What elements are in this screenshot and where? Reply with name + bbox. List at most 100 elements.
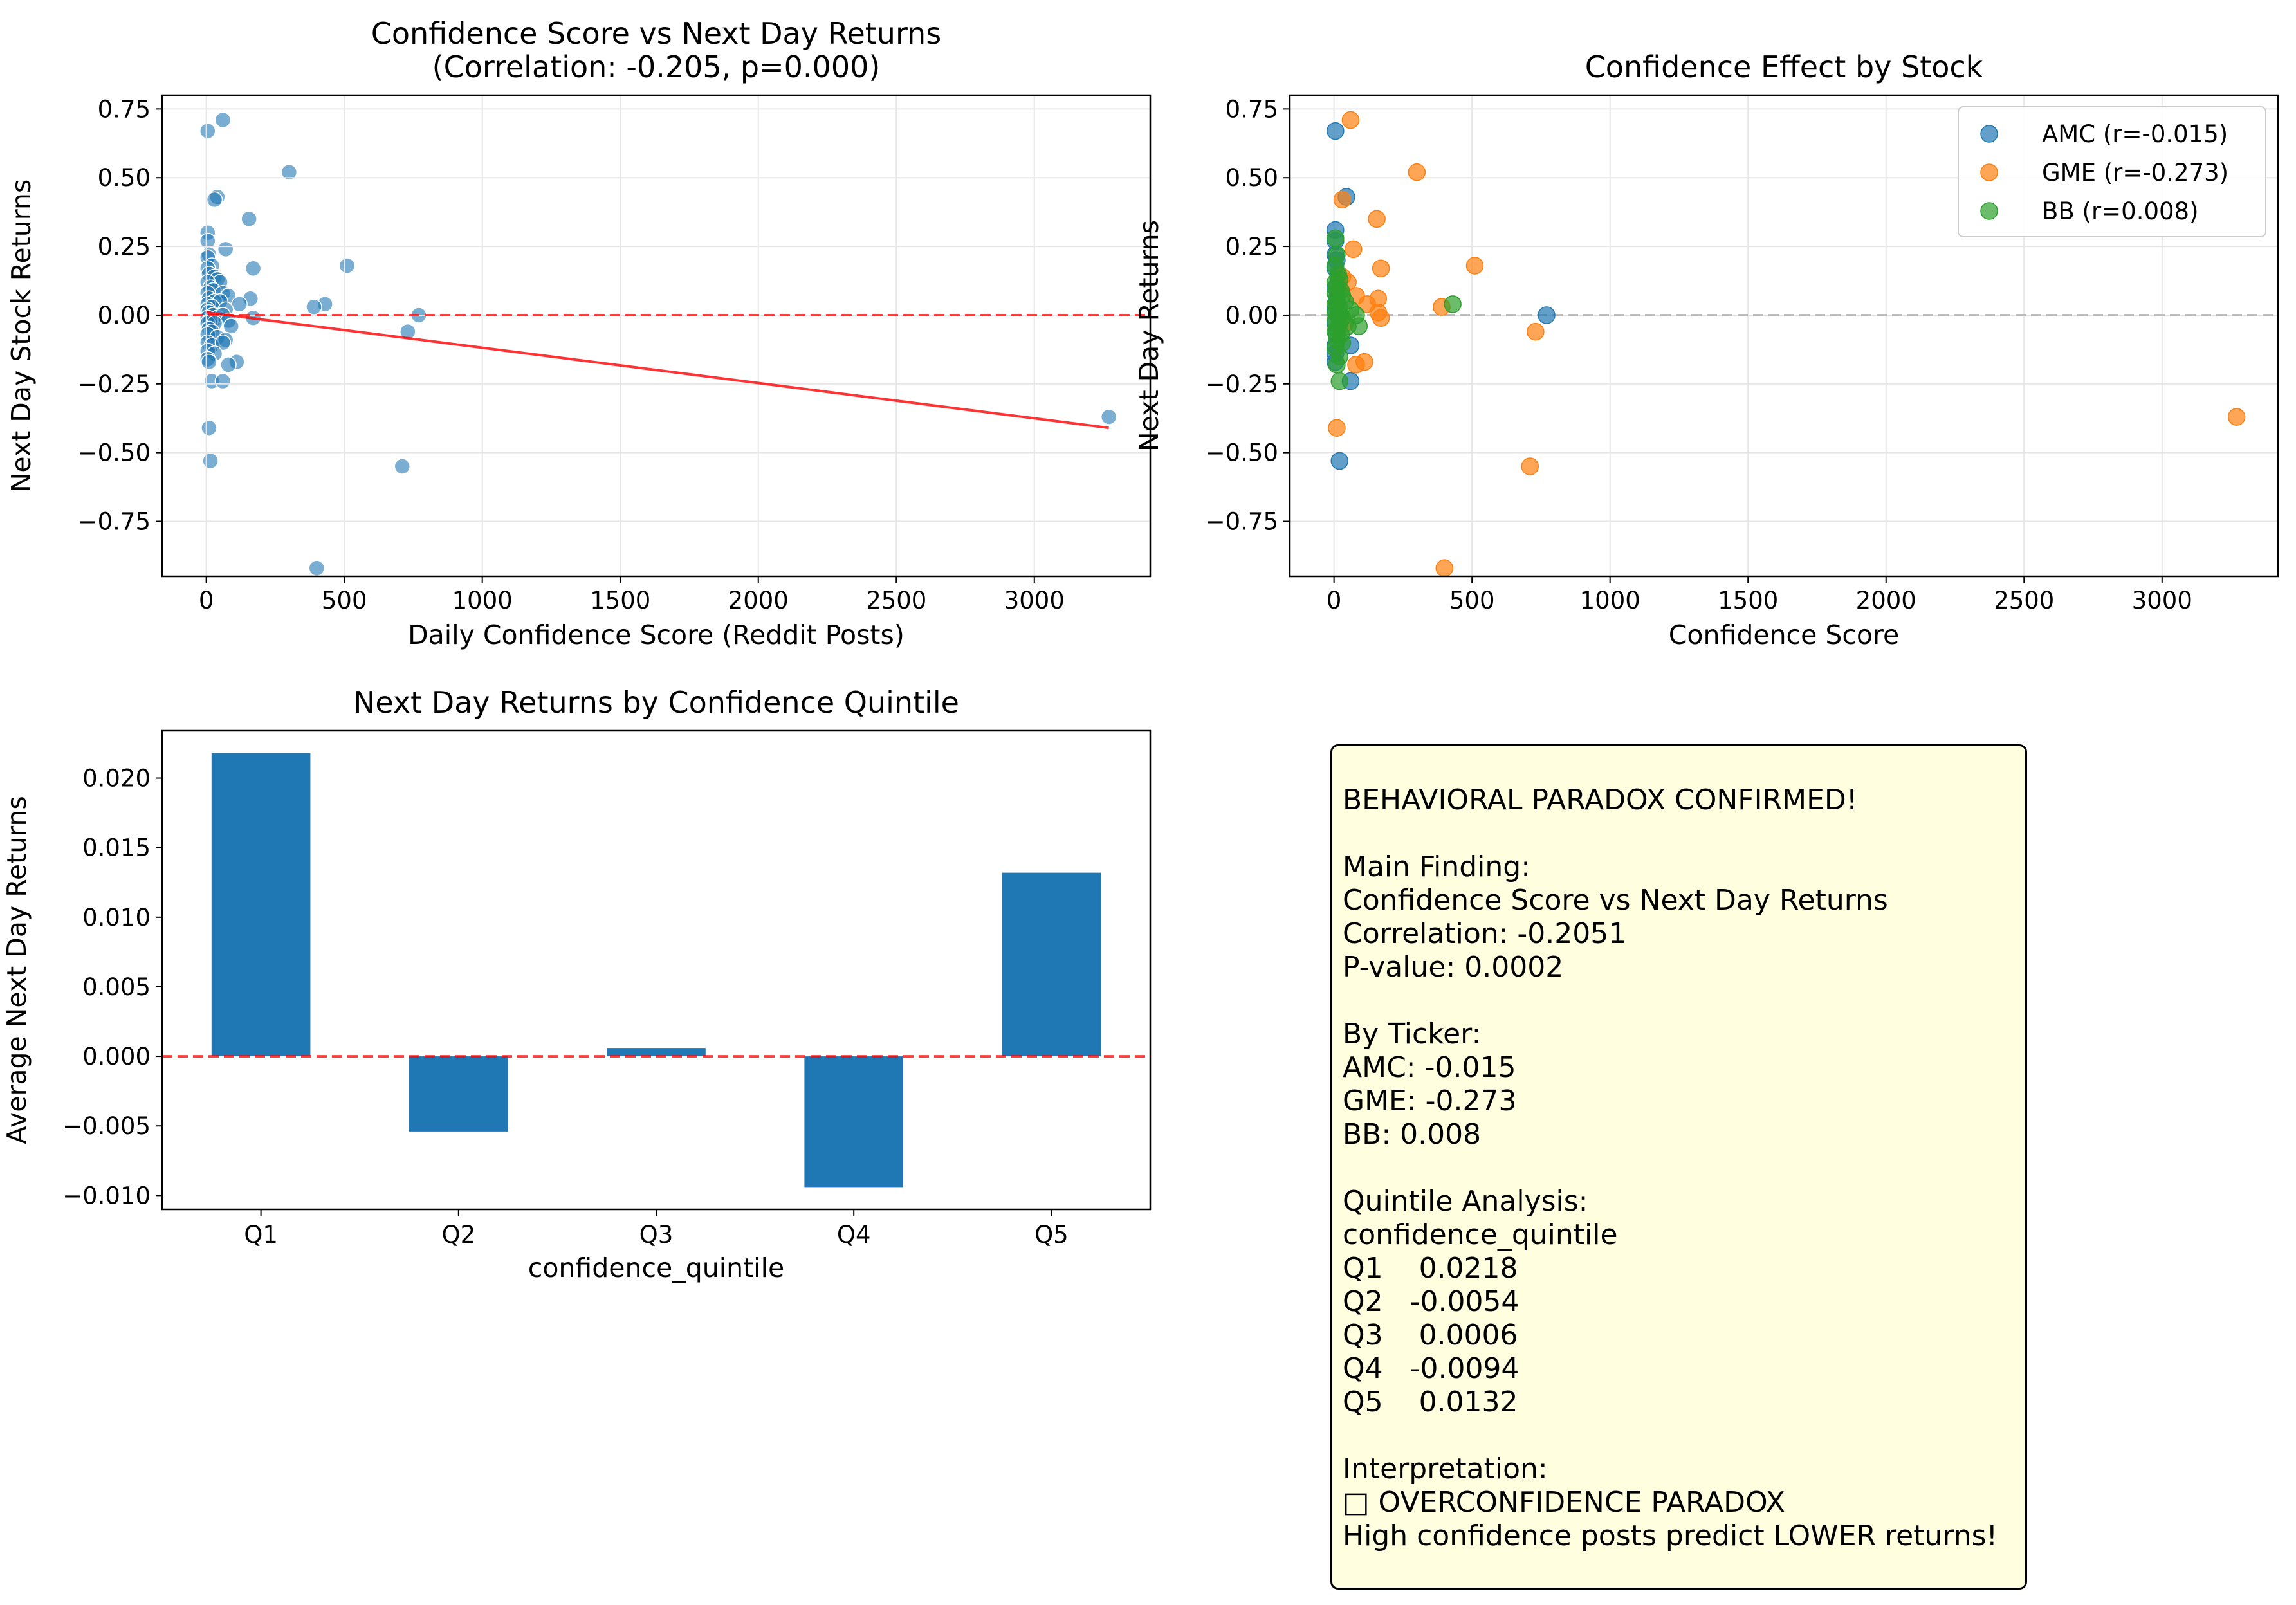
x-axis-label: Daily Confidence Score (Reddit Posts) (408, 619, 905, 650)
panel-title-line-0: Next Day Returns by Confidence Quintile (353, 685, 959, 720)
legend-box (1958, 106, 2266, 237)
summary-line-19 (1343, 1419, 2016, 1453)
y-tick-label-1: −0.50 (1206, 439, 1278, 467)
scatter-point-62 (220, 356, 237, 373)
scatter-point-3 (206, 191, 223, 208)
y-tick-label-4: 0.25 (98, 233, 151, 261)
y-tick-label-5: 0.50 (98, 164, 151, 192)
y-tick-label-6: 0.75 (98, 95, 151, 123)
summary-line-9: GME: -0.273 (1343, 1085, 1517, 1117)
y-tick-label-3: 0.00 (1226, 302, 1278, 329)
scatter-point-s1-14 (1372, 309, 1390, 327)
summary-line-3: Confidence Score vs Next Day Returns (1343, 884, 1888, 917)
scatter-point-29 (231, 296, 248, 313)
scatter-point-64 (214, 372, 232, 390)
summary-line-21: □ OVERCONFIDENCE PARADOX (1343, 1486, 1785, 1519)
legend-label-0: AMC (r=-0.015) (2042, 120, 2228, 148)
summary-line-18: Q5 0.0132 (1343, 1386, 1518, 1418)
x-tick-label-1: 500 (1449, 587, 1495, 614)
bar-q3 (607, 1048, 706, 1057)
x-tick-label-0: 0 (199, 587, 214, 614)
scatter-point-66 (201, 419, 217, 436)
scatter-point-4 (280, 163, 298, 181)
scatter-point-0 (199, 122, 216, 140)
panel-title-line-1: (Correlation: -0.205, p=0.000) (432, 50, 881, 84)
scatter-point-s1-6 (1465, 257, 1484, 275)
y-tick-label-2: −0.25 (78, 371, 151, 398)
scatter-point-5 (241, 210, 257, 228)
scatter-point-s1-5 (1372, 259, 1390, 278)
summary-line-4: Correlation: -0.2051 (1343, 917, 1627, 950)
series-2 (1327, 229, 1462, 390)
summary-line-11 (1343, 1151, 2016, 1185)
scatter-point-s1-4 (1344, 240, 1363, 259)
scatter-point-s0-20 (1538, 306, 1556, 324)
panel-title-line-0: Confidence Score vs Next Day Returns (371, 16, 941, 51)
y-tick-label-3: 0.005 (82, 973, 151, 1001)
y-tick-label-5: 0.015 (82, 834, 151, 862)
y-tick-label-0: −0.010 (62, 1182, 151, 1209)
x-tick-label-4: 2000 (728, 587, 789, 614)
summary-line-0: BEHAVIORAL PARADOX CONFIRMED! (1343, 784, 1858, 816)
summary-line-7: By Ticker: (1343, 1018, 1482, 1050)
summary-line-14: Q1 0.0218 (1343, 1252, 1518, 1285)
axes-frame (161, 94, 1152, 578)
scatter-point-s1-21 (1435, 559, 1454, 577)
summary-line-10: BB: 0.008 (1343, 1118, 1482, 1151)
x-tick-label-2: Q3 (639, 1221, 674, 1249)
x-tick-label-3: 1500 (590, 587, 650, 614)
y-tick-label-1: −0.005 (62, 1112, 151, 1140)
legend-marker-0 (1980, 125, 1998, 143)
y-tick-label-2: −0.25 (1206, 371, 1278, 398)
scatter-point-s2-0 (1327, 229, 1345, 248)
bar-q4 (804, 1056, 903, 1188)
bar-q1 (211, 753, 311, 1057)
scatter-point-s1-1 (1333, 190, 1352, 209)
legend-marker-2 (1980, 202, 1998, 220)
scatter-point-s2-25 (1350, 317, 1368, 335)
scatter-point-s1-19 (1328, 419, 1346, 437)
x-tick-label-6: 3000 (1004, 587, 1065, 614)
bars (211, 753, 1101, 1188)
summary-line-16: Q3 0.0006 (1343, 1319, 1518, 1352)
panel-title: Confidence Score vs Next Day Returns (Cor… (371, 16, 941, 84)
summary-line-12: Quintile Analysis: (1343, 1185, 1588, 1218)
x-tick-label-5: 2500 (1994, 587, 2054, 614)
y-tick-label-5: 0.50 (1226, 164, 1278, 192)
scatter-point-s1-2 (1408, 163, 1426, 181)
x-tick-label-1: Q2 (441, 1221, 475, 1249)
scatter-point-13 (244, 260, 262, 277)
x-tick-label-6: 3000 (2132, 587, 2192, 614)
panel-title-line-0: Confidence Effect by Stock (1585, 50, 1983, 84)
x-tick-label-2: 1000 (452, 587, 513, 614)
scatter-point-14 (338, 257, 356, 274)
summary-line-5: P-value: 0.0002 (1343, 951, 1564, 984)
scatter-point-s0-18 (1330, 452, 1348, 470)
y-tick-label-4: 0.25 (1226, 233, 1278, 261)
scatter-point-67 (202, 452, 219, 470)
summary-line-2: Main Finding: (1343, 850, 1531, 883)
x-tick-label-2: 1000 (1580, 587, 1640, 614)
y-tick-label-0: −0.75 (1206, 508, 1278, 536)
scatter-point-s0-0 (1327, 122, 1345, 140)
y-tick-label-4: 0.010 (82, 904, 151, 931)
axes-frame (1289, 94, 2279, 578)
axes-frame (161, 729, 1152, 1211)
summary-text-box: BEHAVIORAL PARADOX CONFIRMED! Main Findin… (1330, 744, 2027, 1590)
scatter-point-1 (214, 111, 232, 129)
scatter-point-s1-18 (2227, 408, 2246, 426)
summary-line-1 (1343, 817, 2016, 850)
scatter-point-34 (306, 298, 322, 315)
summary-line-15: Q2 -0.0054 (1343, 1285, 1520, 1318)
x-axis-label: confidence_quintile (528, 1252, 784, 1283)
legend-marker-1 (1980, 163, 1998, 181)
legend-label-1: GME (r=-0.273) (2042, 159, 2228, 187)
scatter-point-s2-31 (1330, 372, 1348, 390)
y-axis-label: Next Day Stock Returns (6, 179, 37, 492)
scatter-point-s1-20 (1521, 457, 1539, 475)
y-axis-label: Next Day Returns (1134, 220, 1164, 452)
scatter-point-8 (217, 241, 234, 258)
scatter-point-s1-17 (1347, 356, 1365, 374)
regression-line (206, 311, 1109, 430)
